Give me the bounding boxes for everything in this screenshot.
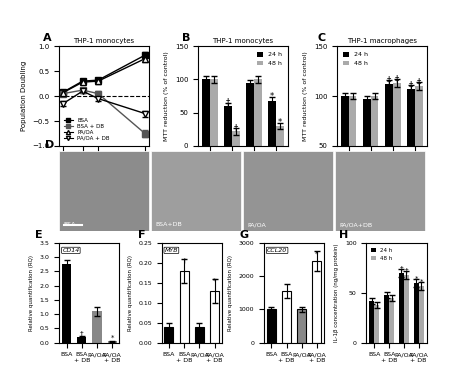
FancyBboxPatch shape	[151, 151, 241, 231]
Text: ‡: ‡	[394, 74, 399, 83]
Text: A: A	[43, 33, 52, 43]
Legend: BSA, BSA + DB, PA/OA, PA/OA + DB: BSA, BSA + DB, PA/OA, PA/OA + DB	[62, 116, 112, 143]
Bar	[312, 261, 321, 343]
Bar	[210, 291, 219, 343]
Bar	[267, 310, 276, 343]
Text: D: D	[45, 140, 54, 150]
Bar	[384, 295, 389, 343]
Text: ‡: ‡	[387, 75, 391, 84]
Text: *: *	[315, 251, 319, 257]
Bar	[407, 89, 415, 196]
Y-axis label: Relative quantification (RQ): Relative quantification (RQ)	[128, 255, 133, 331]
Bar	[369, 301, 374, 343]
Bar	[399, 273, 404, 343]
Text: PA/OA: PA/OA	[247, 222, 266, 227]
Text: BSA: BSA	[64, 222, 76, 227]
Text: PA/OA+DB: PA/OA+DB	[339, 222, 373, 227]
Legend: 24 h, 48 h: 24 h, 48 h	[255, 49, 284, 69]
Bar	[254, 79, 262, 146]
Legend: 24 h, 48 h: 24 h, 48 h	[369, 246, 395, 263]
Title: THP-1 monocytes: THP-1 monocytes	[212, 38, 273, 44]
Bar	[389, 298, 394, 343]
Y-axis label: MTT reduction (% of control): MTT reduction (% of control)	[303, 51, 308, 141]
Bar	[195, 327, 204, 343]
Text: *: *	[110, 335, 114, 341]
Text: †: †	[182, 258, 186, 264]
Bar	[108, 341, 117, 343]
Legend: 24 h, 48 h: 24 h, 48 h	[340, 49, 370, 69]
Bar	[282, 291, 291, 343]
Bar	[413, 283, 419, 343]
Text: G: G	[240, 230, 249, 240]
Y-axis label: MTT reduction (% of control): MTT reduction (% of control)	[164, 51, 169, 141]
FancyBboxPatch shape	[59, 151, 149, 231]
Y-axis label: Relative quantification (RQ): Relative quantification (RQ)	[29, 255, 34, 331]
Text: CD14: CD14	[62, 248, 80, 253]
Text: CCL20: CCL20	[267, 248, 287, 253]
Bar	[164, 327, 173, 343]
Bar	[268, 101, 276, 146]
FancyBboxPatch shape	[335, 151, 425, 231]
Bar	[393, 83, 401, 196]
Text: B: B	[182, 33, 191, 43]
Bar	[371, 96, 379, 196]
Text: †: †	[405, 268, 408, 274]
Bar	[246, 84, 254, 146]
Text: *: *	[213, 278, 216, 284]
Text: *: *	[270, 92, 274, 101]
Bar	[415, 86, 422, 196]
Text: E: E	[35, 230, 43, 240]
Text: †: †	[226, 98, 230, 107]
Text: BSA+DB: BSA+DB	[155, 222, 182, 227]
Bar	[92, 311, 101, 343]
Y-axis label: Population Doubling: Population Doubling	[21, 61, 27, 131]
Text: ‡: ‡	[417, 77, 421, 86]
Text: ‡: ‡	[409, 80, 413, 89]
Text: †: †	[400, 266, 403, 272]
Bar	[232, 131, 240, 146]
Bar	[224, 106, 232, 146]
Bar	[363, 99, 371, 196]
X-axis label: Time (h): Time (h)	[90, 167, 118, 174]
Bar	[62, 264, 71, 343]
Title: THP-1 macrophages: THP-1 macrophages	[347, 38, 417, 44]
Bar	[341, 96, 349, 196]
Bar	[385, 84, 393, 196]
Text: †: †	[80, 331, 83, 336]
Bar	[419, 286, 424, 343]
Bar	[276, 126, 283, 146]
Text: C: C	[317, 33, 326, 43]
Bar	[297, 310, 306, 343]
Text: *: *	[419, 279, 423, 285]
Text: F: F	[137, 230, 145, 240]
Title: THP-1 monocytes: THP-1 monocytes	[73, 38, 135, 44]
Bar	[349, 96, 356, 196]
Bar	[202, 79, 210, 146]
Text: H: H	[339, 230, 348, 240]
Text: MYB: MYB	[164, 248, 178, 253]
Bar	[210, 79, 218, 146]
Text: *: *	[414, 276, 418, 282]
Y-axis label: IL-1β concentration (ng/mg protein): IL-1β concentration (ng/mg protein)	[335, 243, 339, 342]
Bar	[404, 275, 409, 343]
Bar	[180, 271, 189, 343]
Bar	[374, 305, 380, 343]
Bar	[77, 337, 86, 343]
Text: *: *	[278, 118, 282, 127]
FancyBboxPatch shape	[243, 151, 333, 231]
Text: †: †	[234, 123, 238, 132]
Y-axis label: Relative quantification (RQ): Relative quantification (RQ)	[228, 255, 233, 331]
